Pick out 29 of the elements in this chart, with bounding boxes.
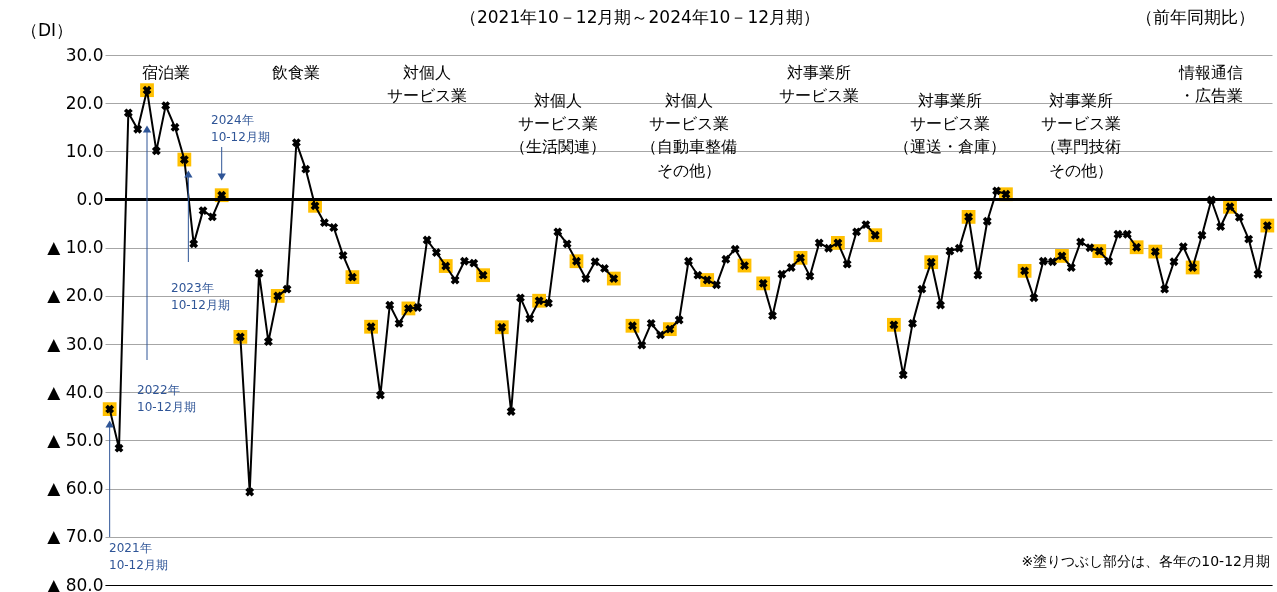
chart-subtitle: （前年同期比）	[1135, 7, 1255, 27]
annotation: 情報通信・広告業	[1178, 63, 1244, 106]
chart-title: （2021年10－12月期～2024年10－12月期）	[459, 7, 821, 27]
y-tick-label: ▲ 60.0	[47, 478, 104, 499]
y-tick-label: ▲ 50.0	[47, 429, 104, 450]
y-tick-label: ▲ 10.0	[47, 237, 104, 258]
annotation: 対個人サービス業（自動車整備その他）	[640, 91, 737, 180]
y-tick-label: ▲ 30.0	[47, 333, 104, 354]
y-axis-title: （DI）	[20, 20, 74, 40]
y-tick-label: 10.0	[65, 140, 104, 161]
annotation: 宿泊業	[141, 63, 190, 82]
annotation: 飲食業	[272, 63, 321, 82]
y-tick-label: ▲ 80.0	[47, 574, 104, 592]
annotation: ※塗りつぶし部分は、各年の10-12月期	[1021, 553, 1270, 569]
annotation: 対事業所サービス業（運送・倉庫）	[893, 91, 1006, 157]
annotation: 対事業所サービス業（専門技術その他）	[1040, 91, 1121, 180]
annotation: 対事業所サービス業	[779, 63, 860, 106]
annotation: 対個人サービス業	[387, 63, 468, 106]
y-tick-label: 0.0	[76, 189, 104, 210]
annotation: 対個人サービス業（生活関連）	[509, 91, 606, 157]
annotation: 2022年10-12月期	[137, 383, 196, 415]
y-tick-label: 20.0	[65, 92, 104, 113]
annotation: 2024年10-12月期	[211, 113, 270, 145]
y-tick-label: ▲ 70.0	[47, 526, 104, 547]
annotation: 2023年10-12月期	[171, 281, 230, 313]
y-tick-label: ▲ 40.0	[47, 381, 104, 402]
y-tick-label: 30.0	[65, 44, 104, 65]
y-tick-label: ▲ 20.0	[47, 285, 104, 306]
annotation: 2021年10-12月期	[109, 541, 168, 573]
